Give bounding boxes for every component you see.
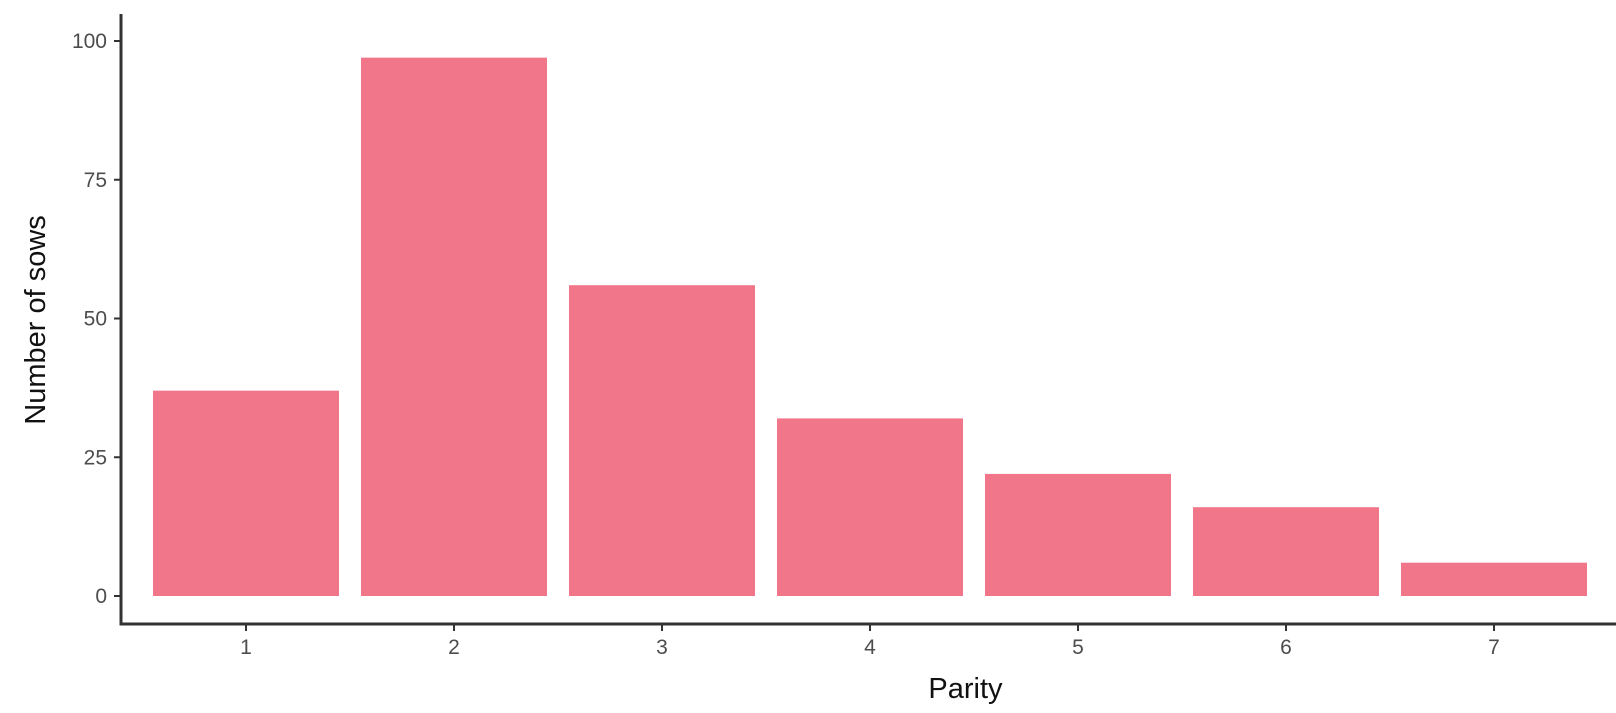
x-tick-label: 6 — [1280, 636, 1292, 659]
bar-parity-5 — [985, 473, 1171, 596]
x-tick-label: 3 — [656, 636, 668, 659]
x-tick-label: 4 — [864, 636, 876, 659]
x-tick-label: 1 — [240, 636, 252, 659]
bar-parity-7 — [1401, 562, 1587, 596]
bar-parity-2 — [361, 57, 547, 596]
x-axis-title: Parity — [928, 673, 1003, 705]
x-tick-label: 2 — [448, 636, 460, 659]
y-tick-label: 0 — [95, 585, 107, 608]
y-tick-label: 100 — [72, 30, 107, 53]
y-tick-label: 25 — [84, 446, 107, 469]
y-tick-label: 75 — [84, 169, 107, 192]
x-tick-label: 5 — [1072, 636, 1084, 659]
bars-group — [153, 57, 1587, 596]
x-tick-label: 7 — [1488, 636, 1500, 659]
x-axis-ticks: 1 2 3 4 5 6 7 — [240, 624, 1500, 659]
bar-parity-4 — [777, 418, 963, 596]
y-tick-label: 50 — [84, 308, 107, 331]
bar-parity-3 — [569, 285, 755, 596]
bar-parity-6 — [1193, 507, 1379, 596]
y-axis-title: Number of sows — [20, 215, 52, 425]
bar-parity-1 — [153, 390, 339, 596]
y-axis-ticks: 0 25 50 75 100 — [72, 30, 121, 608]
